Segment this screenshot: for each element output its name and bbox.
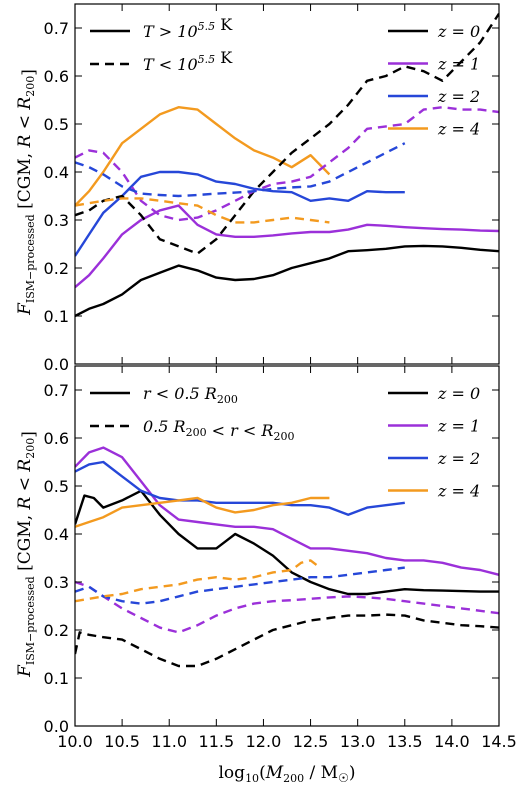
series-line-z=1-dashed [75,580,499,634]
series-line-z=2-solid [75,170,405,257]
series-line-z=1-solid [75,204,499,289]
legend-label-z0: z = 0 [437,22,480,41]
y-tick-label: 0.1 [44,307,69,326]
x-tick-label: 10.0 [57,732,93,751]
x-tick-label: 11.0 [151,732,187,751]
y-tick-label: 0.4 [44,163,69,182]
y-tick-label: 0.6 [44,429,69,448]
legend-label-z0: z = 0 [437,384,480,403]
plot-frame [74,3,500,365]
legend-label-z3: z = 4 [437,120,480,139]
y-tick-label: 0.4 [44,525,69,544]
series-line-z=1-solid [75,446,499,576]
series-line-z=0-solid [75,244,499,318]
plot-frame [74,365,500,727]
y-tick-label: 0.6 [44,67,69,86]
plot-area [75,12,499,318]
x-tick-label: 12.5 [293,732,329,751]
legend-label-z1: z = 1 [437,55,480,74]
series-line-z=4-solid [75,496,330,528]
x-tick-label: 13.5 [387,732,423,751]
y-tick-label: 0.2 [44,259,69,278]
y-tick-label: 0.2 [44,621,69,640]
legend-label-dashed: 0.5 R200 < r < R200 [143,417,294,443]
series-line-z=2-solid [75,460,405,516]
legend-label-z3: z = 4 [437,482,480,501]
y-tick-label: 0.3 [44,573,69,592]
series-line-z=0-dashed [75,12,499,255]
y-tick-label: 0.5 [44,477,69,496]
legend-label-z2: z = 2 [437,87,480,106]
series-line-z=4-dashed [75,197,330,224]
y-tick-label: 0.0 [44,355,69,374]
series-line-z=4-dashed [75,559,321,603]
x-tick-label: 10.5 [104,732,140,751]
legend-label-dashed: T < 105.5 K [143,48,233,74]
y-tick-label: 0.7 [44,381,69,400]
y-tick-label: 0.0 [44,717,69,736]
x-tick-label: 11.5 [199,732,235,751]
x-tick-label: 14.0 [434,732,470,751]
series-line-z=2-dashed [75,142,406,198]
series-line-z=0-solid [75,489,499,596]
legend-label-z2: z = 2 [437,449,480,468]
series-line-z=2-dashed [75,566,405,605]
series-line-z=4-solid [75,106,331,207]
plot-area [75,446,499,668]
series-line-z=0-dashed [75,613,499,668]
y-tick-label: 0.5 [44,115,69,134]
x-tick-label: 13.0 [340,732,376,751]
y-axis-label: FISM−processed [CGM, R < R200] [15,69,39,316]
y-tick-label: 0.7 [44,19,69,38]
legend-label-solid: r < 0.5 R200 [143,384,238,406]
legend-label-z1: z = 1 [437,417,480,436]
panel-top: 0.0 0.1 0.2 0.3 0.4 0.5 0.6 0.7 FISM−processed [… [15,3,500,374]
series-line-z=1-dashed [75,106,499,222]
x-axis-label-text: log10(M200 / M☉) [219,763,356,785]
y-axis-label: FISM−processed [CGM, R < R200] [15,431,39,678]
legend-label-solid: T > 105.5 K [143,15,233,41]
x-tick-label: 12.0 [246,732,282,751]
y-tick-label: 0.1 [44,669,69,688]
panel-bottom: 0.0 0.1 0.2 0.3 0.4 0.5 0.6 0.7 10.0 10.5 11.0 11.5… [15,365,517,751]
x-tick-label: 14.5 [481,732,517,751]
x-axis-label: log10(M200 / M☉) [219,763,356,785]
y-tick-label: 0.3 [44,211,69,230]
